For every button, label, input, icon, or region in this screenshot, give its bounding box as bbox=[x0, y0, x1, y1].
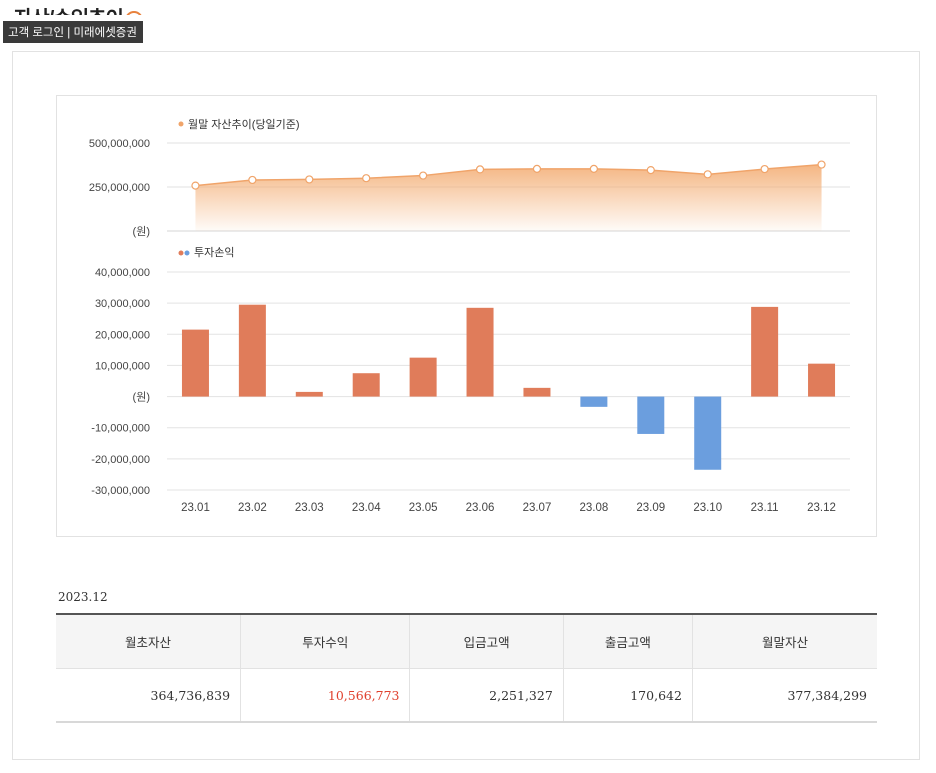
asset-point-23.04 bbox=[362, 174, 371, 183]
page-title: 자산/수익추이! bbox=[14, 2, 143, 30]
profit-y-tick-label: 30,000,000 bbox=[95, 298, 150, 310]
asset-point-23.01 bbox=[191, 181, 200, 190]
summary-table: 월초자산 투자수익 입금고액 출금고액 월말자산 364,736,839 10,… bbox=[56, 613, 877, 723]
x-tick-label-23.08: 23.08 bbox=[579, 502, 608, 514]
summary-header-row: 월초자산 투자수익 입금고액 출금고액 월말자산 bbox=[56, 613, 877, 669]
profit-bar-23.03 bbox=[295, 391, 323, 397]
asset-area-fill bbox=[195, 164, 822, 231]
summary-value-row: 364,736,839 10,566,773 2,251,327 170,642… bbox=[56, 668, 877, 723]
asset-profit-panel bbox=[12, 51, 920, 760]
header-deposit: 입금고액 bbox=[409, 613, 564, 669]
profit-y-tick-label: 20,000,000 bbox=[95, 329, 150, 341]
page-title-text: 자산/수익추이 bbox=[14, 8, 124, 30]
header-investment-profit: 투자수익 bbox=[240, 613, 410, 669]
header-withdrawal: 출금고액 bbox=[562, 613, 693, 669]
asset-profit-chart: 월말 자산추이(당일기준) 500,000,000 250,000,000 (원) 투자… bbox=[89, 117, 850, 514]
profit-legend-marker-positive bbox=[178, 250, 184, 256]
asset-unit-label: (원) bbox=[133, 225, 150, 238]
asset-point-23.12 bbox=[817, 160, 826, 169]
asset-y-tick-label: 250,000,000 bbox=[89, 182, 150, 194]
profit-legend-marker-negative bbox=[184, 250, 190, 256]
profit-legend-label: 투자손익 bbox=[194, 246, 234, 259]
asset-point-23.06 bbox=[475, 165, 485, 174]
login-tooltip: 고객 로그인 | 미래에셋증권 bbox=[3, 21, 143, 43]
value-end-asset: 377,384,299 bbox=[691, 668, 877, 723]
x-tick-label-23.07: 23.07 bbox=[523, 502, 552, 514]
chart-card: 월말 자산추이(당일기준) 500,000,000 250,000,000 (원) 투자… bbox=[56, 95, 877, 537]
summary-period: 2023.12 bbox=[58, 590, 108, 604]
profit-bar-23.02 bbox=[238, 304, 266, 397]
asset-point-23.02 bbox=[248, 175, 257, 185]
asset-series-line bbox=[195, 163, 822, 187]
profit-y-tick-label: -30,000,000 bbox=[91, 485, 150, 497]
asset-legend-label: 월말 자산추이(당일기준) bbox=[188, 117, 300, 131]
profit-bar-23.12 bbox=[808, 363, 836, 397]
profit-bar-23.06 bbox=[466, 307, 494, 397]
profit-bar-23.05 bbox=[409, 357, 437, 397]
x-tick-label-23.04: 23.04 bbox=[352, 502, 381, 514]
profit-bar-23.11 bbox=[751, 306, 779, 397]
profit-bar-23.08 bbox=[580, 396, 608, 407]
x-tick-label-23.03: 23.03 bbox=[295, 502, 324, 514]
x-tick-label-23.02: 23.02 bbox=[238, 502, 267, 514]
asset-point-23.08 bbox=[589, 164, 598, 173]
asset-point-23.03 bbox=[305, 175, 314, 184]
profit-y-tick-label: -20,000,000 bbox=[91, 454, 150, 466]
profit-y-tick-label: 40,000,000 bbox=[95, 267, 150, 279]
profit-bar-23.09 bbox=[637, 396, 665, 434]
profit-y-tick-label: (원) bbox=[133, 391, 150, 404]
asset-y-tick-label: 500,000,000 bbox=[89, 138, 150, 150]
value-deposit: 2,251,327 bbox=[409, 668, 564, 723]
profit-y-tick-label: 10,000,000 bbox=[95, 360, 150, 372]
asset-point-23.05 bbox=[419, 171, 428, 180]
profit-y-tick-label: -10,000,000 bbox=[91, 423, 150, 435]
asset-point-23.07 bbox=[532, 164, 542, 173]
x-tick-label-23.11: 23.11 bbox=[751, 502, 779, 514]
profit-bar-23.04 bbox=[352, 373, 380, 397]
profit-bar-23.10 bbox=[694, 396, 722, 470]
profit-bar-23.07 bbox=[523, 387, 551, 397]
asset-point-23.10 bbox=[703, 170, 712, 179]
x-tick-label-23.12: 23.12 bbox=[807, 502, 836, 514]
asset-point-23.09 bbox=[646, 166, 655, 175]
value-withdrawal: 170,642 bbox=[562, 668, 693, 723]
value-start-asset: 364,736,839 bbox=[56, 668, 241, 723]
x-tick-label-23.09: 23.09 bbox=[636, 502, 665, 514]
header-start-asset: 월초자산 bbox=[56, 613, 241, 669]
profit-bar-23.01 bbox=[181, 329, 209, 397]
header-end-asset: 월말자산 bbox=[691, 613, 877, 669]
asset-legend-marker bbox=[178, 121, 184, 127]
x-tick-label-23.06: 23.06 bbox=[466, 502, 495, 514]
x-tick-label-23.01: 23.01 bbox=[181, 502, 210, 514]
x-tick-label-23.10: 23.10 bbox=[693, 502, 722, 514]
value-investment-profit: 10,566,773 bbox=[240, 668, 410, 723]
asset-point-23.11 bbox=[760, 164, 769, 174]
x-tick-label-23.05: 23.05 bbox=[409, 502, 438, 514]
